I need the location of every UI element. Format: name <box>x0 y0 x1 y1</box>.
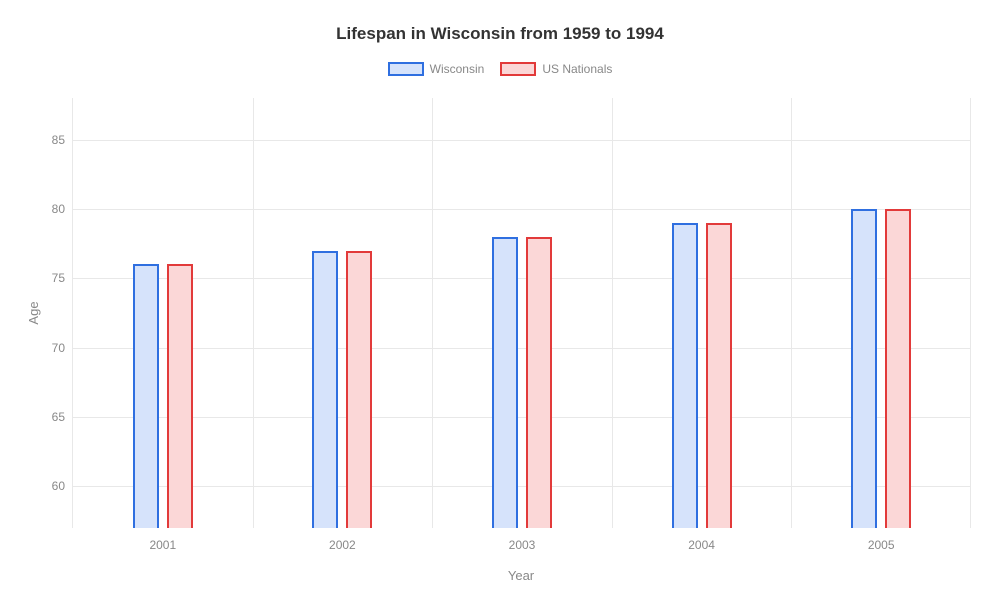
bar <box>706 223 732 528</box>
legend-swatch <box>388 62 424 76</box>
chart-legend: Wisconsin US Nationals <box>0 62 1000 76</box>
grid-line-vertical <box>791 98 792 528</box>
bar <box>492 237 518 528</box>
legend-item: US Nationals <box>500 62 612 76</box>
bar <box>312 251 338 528</box>
legend-label: Wisconsin <box>430 62 485 76</box>
x-tick-label: 2003 <box>509 528 536 552</box>
bar <box>346 251 372 528</box>
grid-line-vertical <box>612 98 613 528</box>
bar <box>526 237 552 528</box>
bar <box>885 209 911 528</box>
legend-item: Wisconsin <box>388 62 485 76</box>
legend-swatch <box>500 62 536 76</box>
x-tick-label: 2005 <box>868 528 895 552</box>
grid-line-horizontal <box>73 417 970 418</box>
y-tick-label: 80 <box>52 202 73 216</box>
y-tick-label: 60 <box>52 479 73 493</box>
x-tick-label: 2002 <box>329 528 356 552</box>
chart-title: Lifespan in Wisconsin from 1959 to 1994 <box>0 24 1000 44</box>
x-tick-label: 2001 <box>149 528 176 552</box>
plot-area: 60657075808520012002200320042005 <box>72 98 970 528</box>
bar <box>133 264 159 528</box>
bar <box>851 209 877 528</box>
x-tick-label: 2004 <box>688 528 715 552</box>
grid-line-vertical <box>970 98 971 528</box>
y-tick-label: 70 <box>52 341 73 355</box>
grid-line-vertical <box>432 98 433 528</box>
grid-line-horizontal <box>73 209 970 210</box>
grid-line-horizontal <box>73 140 970 141</box>
y-tick-label: 75 <box>52 271 73 285</box>
x-axis-title: Year <box>508 568 534 583</box>
grid-line-vertical <box>253 98 254 528</box>
grid-line-horizontal <box>73 486 970 487</box>
y-tick-label: 65 <box>52 410 73 424</box>
y-tick-label: 85 <box>52 133 73 147</box>
bar <box>672 223 698 528</box>
bar <box>167 264 193 528</box>
y-axis-title: Age <box>26 301 41 324</box>
grid-line-horizontal <box>73 348 970 349</box>
legend-label: US Nationals <box>542 62 612 76</box>
grid-line-horizontal <box>73 278 970 279</box>
